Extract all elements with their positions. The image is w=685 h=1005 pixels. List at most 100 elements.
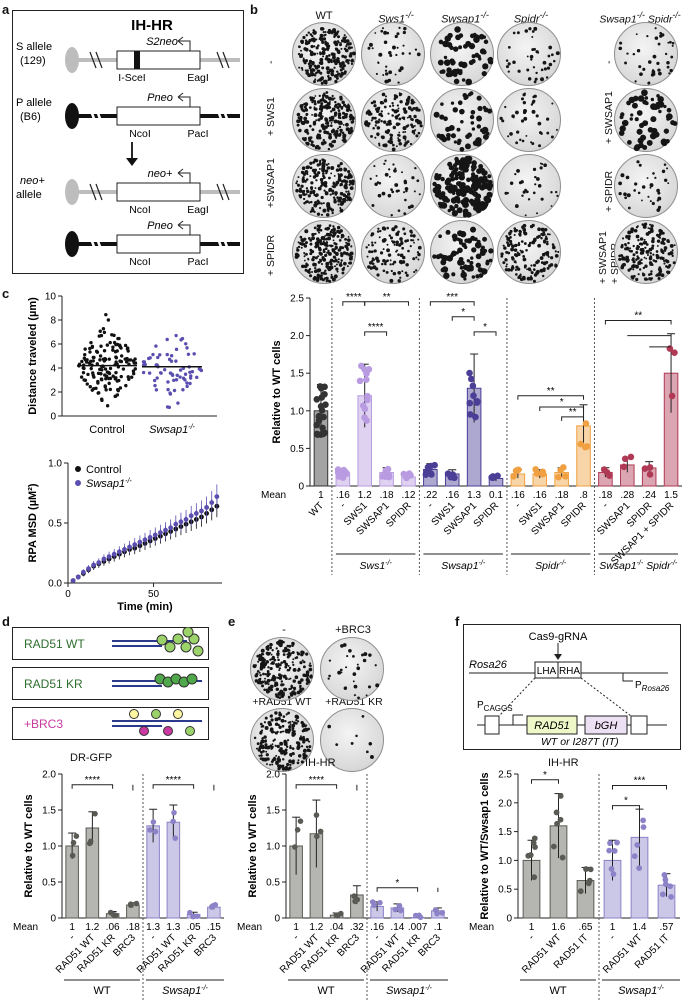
colony xyxy=(394,73,397,76)
colony xyxy=(458,240,463,245)
colony xyxy=(299,681,302,684)
colony xyxy=(485,259,490,264)
colony xyxy=(650,270,653,273)
colony xyxy=(310,68,314,72)
colony xyxy=(384,172,389,177)
colony xyxy=(326,101,331,106)
colony xyxy=(509,181,514,185)
colony xyxy=(517,69,521,73)
data-point xyxy=(178,368,183,372)
colony xyxy=(300,246,303,249)
colony xyxy=(633,228,638,233)
colony xyxy=(460,271,467,279)
colony xyxy=(397,253,400,257)
colony xyxy=(539,166,543,170)
colony xyxy=(343,175,347,179)
colony xyxy=(318,224,322,227)
colony xyxy=(279,639,284,644)
y-tick-label: 2.0 xyxy=(42,770,56,781)
colony xyxy=(450,133,456,139)
colony xyxy=(261,684,265,688)
colony xyxy=(482,170,488,176)
colony xyxy=(545,76,549,79)
petri-dish xyxy=(614,220,678,284)
colony xyxy=(276,676,280,679)
colony xyxy=(274,717,279,722)
colony xyxy=(542,231,546,234)
data-point xyxy=(342,469,350,476)
data-point xyxy=(83,378,88,383)
colony xyxy=(671,44,674,47)
data-point xyxy=(103,357,107,361)
data-point xyxy=(131,371,136,376)
colony xyxy=(518,234,522,237)
colony xyxy=(289,753,293,757)
colony xyxy=(257,748,261,752)
colony xyxy=(635,258,638,261)
colony xyxy=(478,33,485,40)
colony xyxy=(459,146,465,152)
colony xyxy=(401,171,403,174)
petri-dish xyxy=(497,154,561,218)
colony xyxy=(393,97,397,101)
colony xyxy=(511,248,515,251)
colony xyxy=(381,191,386,196)
panel-letter-d: d xyxy=(2,614,10,629)
colony xyxy=(482,236,488,242)
colony xyxy=(642,266,645,270)
colony xyxy=(389,278,394,283)
colony xyxy=(505,265,508,268)
colony xyxy=(373,116,377,120)
colony xyxy=(335,58,339,62)
colony xyxy=(382,269,386,273)
colony xyxy=(401,270,404,273)
significance-label: * xyxy=(560,397,564,408)
data-point xyxy=(363,376,370,383)
colony xyxy=(528,241,532,245)
neo-promoter-arrow xyxy=(177,168,191,183)
data-point xyxy=(127,544,132,550)
colony xyxy=(476,95,482,101)
colony xyxy=(305,178,309,181)
colony xyxy=(319,71,323,75)
colony xyxy=(410,204,414,209)
colony xyxy=(265,645,269,649)
colony xyxy=(530,141,533,144)
colony xyxy=(265,750,268,753)
pneo2-box xyxy=(116,234,201,254)
colony xyxy=(311,189,316,194)
colony xyxy=(320,271,324,275)
colony xyxy=(309,190,313,194)
colony xyxy=(507,70,510,73)
colony xyxy=(402,131,405,134)
colony xyxy=(311,35,314,38)
data-point xyxy=(170,373,175,377)
y-axis-label: Relative to WT cells xyxy=(247,794,259,897)
y-tick-label: 1.0 xyxy=(42,842,56,853)
category-label: BRC3 xyxy=(192,932,219,959)
data-point xyxy=(193,511,199,516)
data-point xyxy=(666,345,674,352)
colony xyxy=(325,121,330,125)
data-point xyxy=(581,443,589,451)
colony xyxy=(356,663,359,666)
colony xyxy=(261,757,265,761)
colony xyxy=(663,262,666,265)
data-point xyxy=(102,330,107,335)
significance-label: ** xyxy=(383,292,391,303)
data-point xyxy=(351,893,357,899)
colony xyxy=(315,173,319,178)
data-point xyxy=(108,387,113,392)
colony xyxy=(474,177,479,182)
colony xyxy=(383,105,387,109)
donor-rha-box xyxy=(630,715,648,735)
colony xyxy=(284,719,287,723)
colony xyxy=(382,74,385,77)
colony xyxy=(309,242,313,246)
data-point xyxy=(417,914,424,921)
colony xyxy=(349,118,352,121)
colony xyxy=(316,69,321,74)
colony xyxy=(314,71,318,75)
data-point xyxy=(195,375,199,380)
colony xyxy=(319,252,323,256)
